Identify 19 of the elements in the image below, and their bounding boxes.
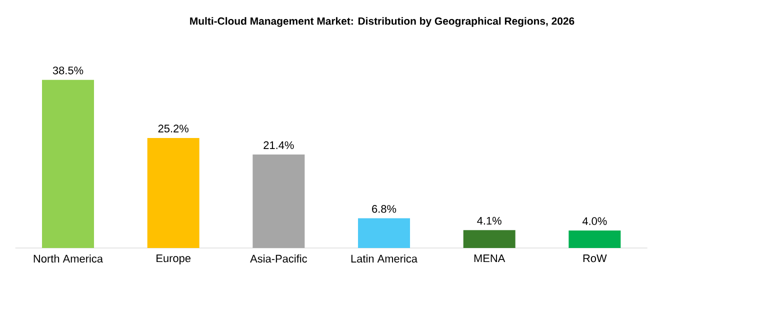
x-tick-label: RoW bbox=[583, 254, 607, 262]
x-tick-label: Europe bbox=[156, 254, 191, 264]
data-label: 4.1% bbox=[477, 216, 502, 225]
bar bbox=[463, 230, 516, 248]
data-label: 38.5% bbox=[52, 66, 84, 74]
bar bbox=[358, 218, 410, 248]
bar bbox=[147, 138, 200, 248]
data-label: 21.4% bbox=[264, 141, 294, 150]
x-tick-label: Asia-Pacific bbox=[250, 254, 307, 263]
data-label: 4.0% bbox=[582, 217, 607, 226]
data-label: 25.2% bbox=[158, 124, 188, 132]
x-tick-label: MENA bbox=[474, 254, 506, 262]
data-label: 6.8% bbox=[372, 205, 396, 213]
chart-title: Multi-Cloud Management Market: Distribution by Geographical Regions, 2026 bbox=[190, 17, 574, 27]
x-tick-label: Latin America bbox=[351, 254, 418, 263]
bar bbox=[568, 230, 621, 248]
bar bbox=[42, 80, 94, 248]
bar bbox=[252, 154, 305, 248]
x-tick-label: North America bbox=[34, 254, 103, 263]
